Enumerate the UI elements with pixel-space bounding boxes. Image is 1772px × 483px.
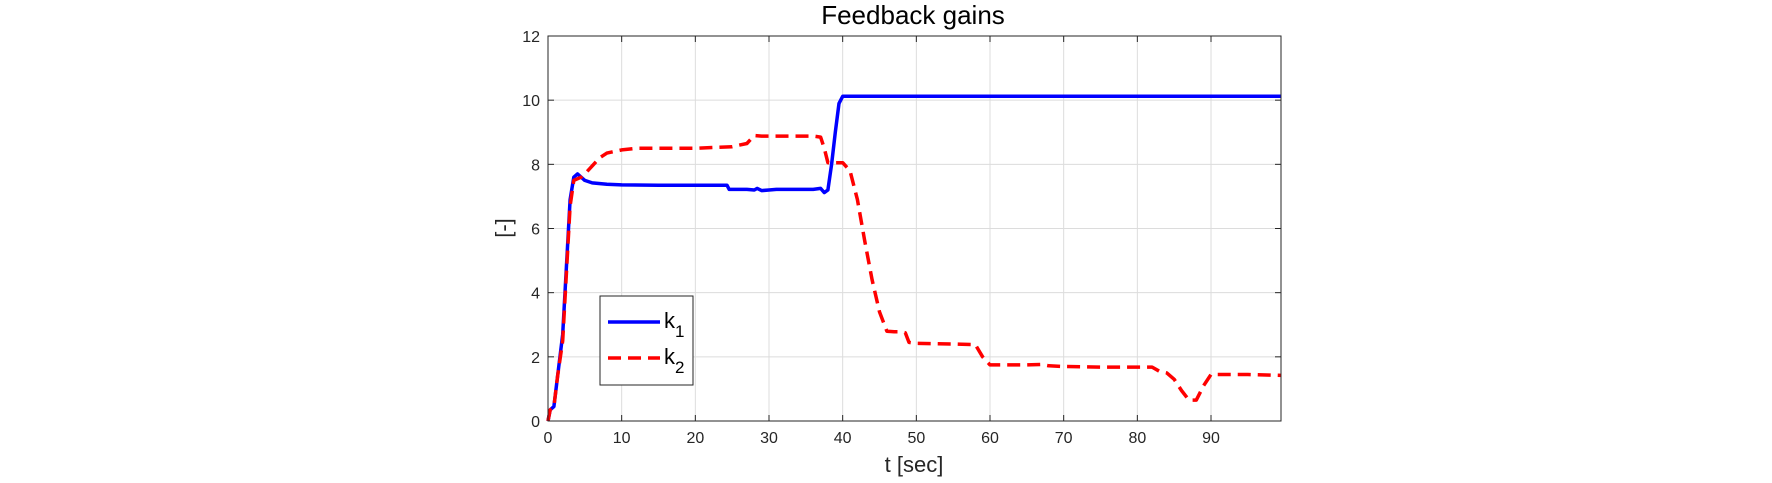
- axis-ticks: 0 10 20 30 40 50 60 70 80 90 0 2 4 6 8 10 12: [522, 29, 1281, 447]
- x-tick-label: 0: [544, 430, 553, 447]
- x-tick-label: 90: [1202, 430, 1220, 447]
- chart-title: Feedback gains: [821, 0, 1005, 30]
- x-tick-label: 30: [760, 430, 778, 447]
- legend-label-k1: k1: [664, 308, 684, 341]
- x-tick-label: 50: [907, 430, 925, 447]
- x-tick-label: 10: [613, 430, 631, 447]
- legend-box: [599, 295, 694, 386]
- legend-label-k2: k2: [664, 344, 684, 377]
- y-tick-label: 8: [531, 157, 540, 174]
- y-tick-label: 4: [531, 286, 540, 303]
- x-tick-label: 20: [686, 430, 704, 447]
- y-tick-label: 2: [531, 350, 540, 367]
- series-line-k1: [546, 94, 1281, 422]
- x-axis-label: t [sec]: [885, 452, 944, 477]
- y-tick-label: 6: [531, 222, 540, 239]
- y-tick-label: 10: [522, 93, 540, 110]
- series-line-k2: [546, 133, 1282, 422]
- series-layer: [546, 94, 1282, 422]
- y-tick-label: 12: [522, 29, 540, 46]
- y-axis-label: [-]: [491, 218, 516, 238]
- x-tick-label: 40: [834, 430, 852, 447]
- x-tick-label: 70: [1055, 430, 1073, 447]
- x-tick-label: 60: [981, 430, 999, 447]
- x-tick-label: 80: [1128, 430, 1146, 447]
- y-tick-label: 0: [531, 414, 540, 431]
